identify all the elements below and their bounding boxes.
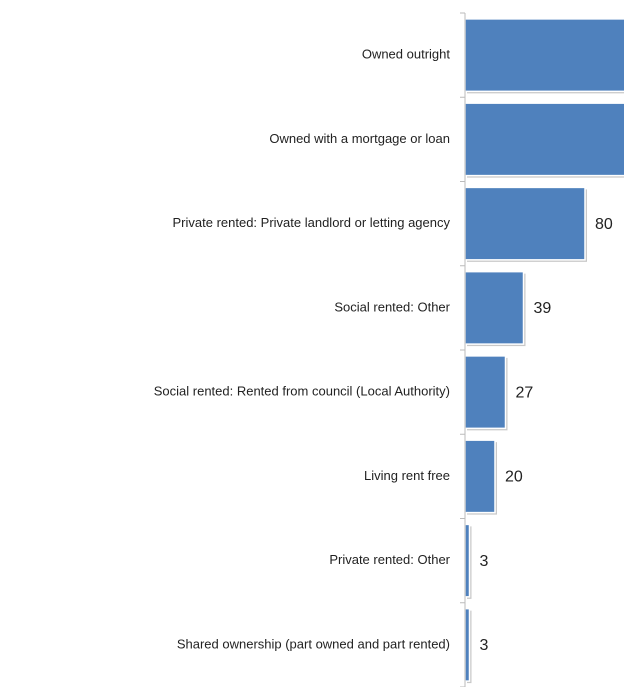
- category-label: Private rented: Private landlord or lett…: [173, 215, 451, 230]
- bar: [464, 523, 471, 598]
- bar: [464, 270, 525, 345]
- bar: [464, 18, 624, 93]
- category-label: Private rented: Other: [329, 552, 450, 567]
- category-label: Owned with a mortgage or loan: [269, 131, 450, 146]
- category-label: Owned outright: [362, 47, 451, 62]
- category-label: Living rent free: [364, 468, 450, 483]
- category-label: Social rented: Other: [334, 299, 450, 314]
- bar: [464, 355, 507, 430]
- value-label: 27: [516, 384, 534, 401]
- value-label: 3: [480, 553, 489, 570]
- value-label: 39: [534, 300, 552, 317]
- category-label: Social rented: Rented from council (Loca…: [154, 384, 450, 399]
- value-label: 80: [595, 216, 613, 233]
- bar: [464, 439, 496, 514]
- bar: [464, 607, 471, 682]
- bar: [464, 102, 624, 177]
- category-label: Shared ownership (part owned and part re…: [177, 636, 450, 651]
- value-label: 3: [480, 637, 489, 654]
- value-label: 20: [505, 469, 523, 486]
- bar: [464, 186, 586, 261]
